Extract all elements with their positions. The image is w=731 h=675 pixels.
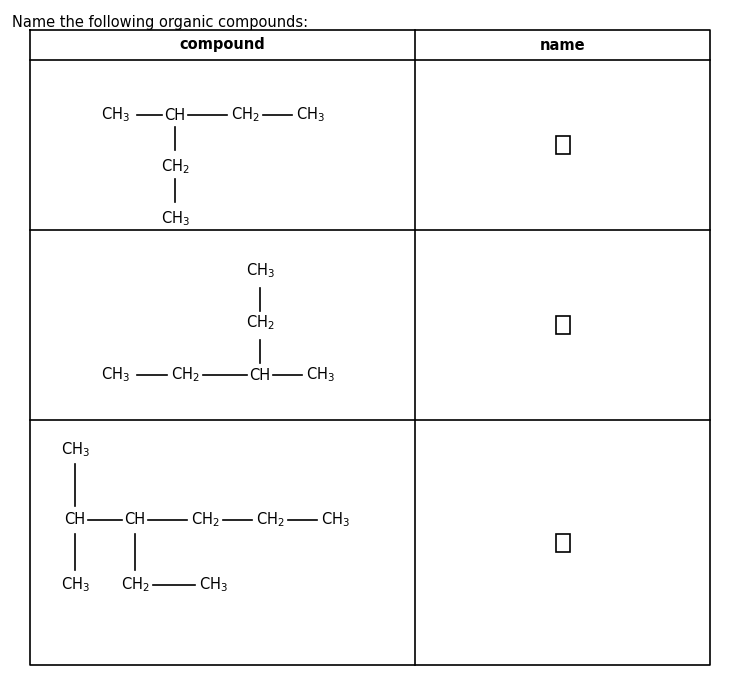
Text: CH$_2$: CH$_2$ [191, 511, 219, 529]
Text: CH$_2$: CH$_2$ [246, 314, 274, 332]
Text: CH$_2$: CH$_2$ [256, 511, 284, 529]
Text: CH$_3$: CH$_3$ [61, 441, 89, 460]
Text: CH: CH [64, 512, 86, 527]
Text: CH: CH [124, 512, 145, 527]
Text: CH$_2$: CH$_2$ [170, 366, 200, 384]
Text: compound: compound [180, 38, 265, 53]
Text: CH$_3$: CH$_3$ [61, 576, 89, 595]
Text: CH$_3$: CH$_3$ [295, 106, 325, 124]
Text: CH: CH [164, 107, 186, 122]
Text: CH$_3$: CH$_3$ [199, 576, 227, 595]
Text: CH$_2$: CH$_2$ [230, 106, 260, 124]
Bar [556, 316, 569, 334]
Text: CH$_3$: CH$_3$ [306, 366, 335, 384]
Bar [556, 533, 569, 551]
Text: CH$_3$: CH$_3$ [161, 210, 189, 228]
Text: CH$_2$: CH$_2$ [121, 576, 149, 595]
Text: CH$_3$: CH$_3$ [246, 262, 275, 280]
Bar [556, 136, 569, 154]
Text: CH$_3$: CH$_3$ [100, 106, 129, 124]
Text: CH: CH [249, 367, 270, 383]
Text: CH$_2$: CH$_2$ [161, 158, 189, 176]
Text: Name the following organic compounds:: Name the following organic compounds: [12, 15, 308, 30]
Text: CH$_3$: CH$_3$ [100, 366, 129, 384]
Text: name: name [539, 38, 586, 53]
Text: CH$_3$: CH$_3$ [320, 511, 349, 529]
